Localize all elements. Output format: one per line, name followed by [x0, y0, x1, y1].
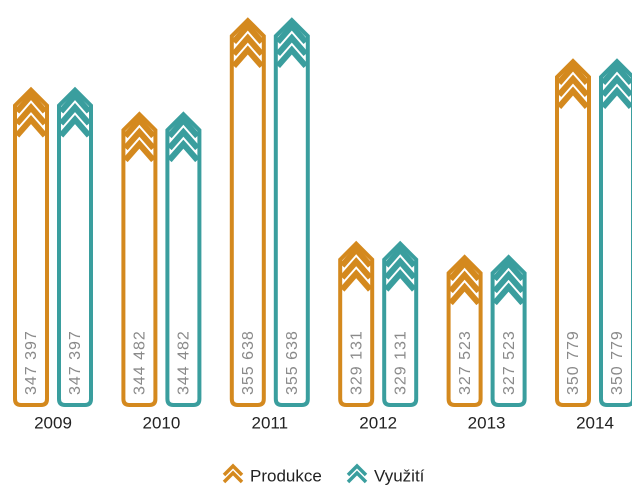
chevron	[58, 91, 92, 114]
chevron	[231, 21, 265, 45]
bar	[382, 240, 419, 407]
chevron	[167, 139, 200, 163]
chevron	[383, 269, 417, 292]
chevron	[556, 74, 590, 98]
value-label: 350 779	[565, 330, 582, 395]
chevron	[600, 62, 632, 86]
chevron	[123, 127, 156, 151]
chevron	[275, 45, 309, 69]
value-label: 327 523	[501, 330, 518, 395]
value-label: 350 779	[609, 330, 626, 395]
chevron	[14, 115, 48, 138]
chevron	[167, 115, 200, 139]
chevron	[556, 62, 590, 86]
chevron	[448, 282, 481, 306]
chevron	[339, 269, 373, 292]
chevron	[231, 33, 265, 57]
legend-chevron	[346, 470, 368, 484]
bar-outline	[599, 58, 632, 407]
legend-label: Využití	[374, 466, 425, 485]
chevron	[448, 270, 481, 294]
legend-label: Produkce	[250, 466, 322, 485]
value-label: 344 482	[132, 330, 149, 395]
chevron	[339, 257, 373, 280]
chevron	[383, 245, 417, 268]
bar	[229, 17, 266, 407]
value-label: 329 131	[392, 330, 409, 395]
value-label: 327 523	[457, 330, 474, 395]
chevron	[383, 257, 417, 280]
chevron	[275, 33, 309, 57]
legend-chevron	[222, 463, 244, 477]
x-tick-label: 2010	[142, 413, 180, 432]
x-tick-label: 2014	[576, 413, 614, 432]
value-label: 344 482	[176, 330, 193, 395]
chevron	[275, 21, 309, 45]
bar-outline	[273, 17, 310, 407]
bar	[57, 86, 93, 407]
value-label: 355 638	[284, 330, 301, 395]
bar	[165, 111, 202, 407]
chevron	[167, 127, 200, 151]
x-tick-label: 2012	[359, 413, 397, 432]
bar	[446, 254, 483, 407]
chevron	[123, 139, 156, 163]
chevron	[600, 74, 632, 98]
chevron	[123, 115, 156, 139]
x-tick-label: 2009	[34, 413, 72, 432]
bar-outline	[229, 17, 266, 407]
x-tick-label: 2011	[252, 413, 289, 432]
chevron	[600, 86, 632, 110]
bar	[490, 254, 527, 407]
chevron	[339, 245, 373, 268]
chevron	[58, 115, 92, 138]
legend-chevron	[346, 463, 368, 477]
bar-outline	[13, 86, 49, 407]
chevron	[556, 86, 590, 110]
bar	[555, 58, 591, 407]
bar-outline	[57, 86, 93, 407]
chevron	[492, 282, 525, 306]
bar	[599, 58, 632, 407]
chevron	[14, 91, 48, 114]
value-label: 329 131	[348, 330, 365, 395]
chevron	[492, 258, 525, 282]
chevron	[58, 103, 92, 126]
chevron	[231, 45, 265, 69]
bar-outline	[121, 111, 158, 407]
bar	[121, 111, 158, 407]
value-label: 347 397	[23, 330, 40, 395]
legend-icon	[346, 463, 368, 484]
legend-chevron	[222, 470, 244, 484]
chevron	[492, 270, 525, 294]
chevron	[14, 103, 48, 126]
bar-outline	[555, 58, 591, 407]
legend-icon	[222, 463, 244, 484]
bar-outline	[165, 111, 202, 407]
bar	[273, 17, 310, 407]
bar	[338, 240, 375, 407]
value-label: 347 397	[67, 330, 84, 395]
value-label: 355 638	[240, 330, 257, 395]
bar	[13, 86, 49, 407]
chevron	[448, 258, 481, 282]
x-tick-label: 2013	[468, 413, 506, 432]
